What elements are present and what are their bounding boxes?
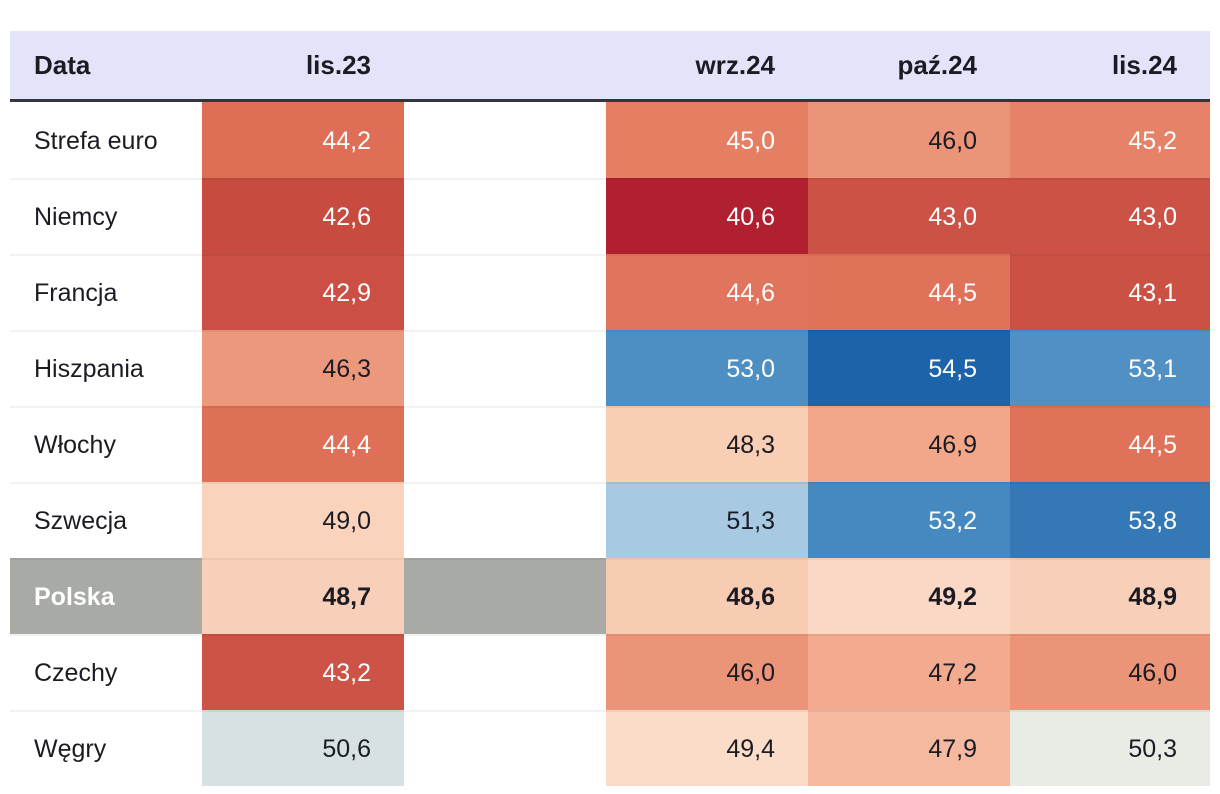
value-cell: 44,5 [1010, 406, 1210, 482]
country-label: Czechy [10, 634, 202, 710]
gap-cell [404, 406, 606, 482]
header-paz24: paź.24 [897, 49, 978, 80]
value-cell: 53,1 [1010, 330, 1210, 406]
value-cell: 50,3 [1010, 710, 1210, 786]
value-cell: 49,4 [606, 710, 808, 786]
table-row: Węgry 50,6 49,4 47,9 50,3 [10, 710, 1210, 786]
header-wrz24: wrz.24 [695, 49, 776, 80]
table-row: Strefa euro 44,2 45,0 46,0 45,2 [10, 102, 1210, 178]
value-cell: 51,3 [606, 482, 808, 558]
gap-cell [404, 710, 606, 786]
value-cell: 43,1 [1010, 254, 1210, 330]
value-cell: 42,6 [202, 178, 404, 254]
value-cell: 42,9 [202, 254, 404, 330]
value-cell: 53,2 [808, 482, 1010, 558]
value-cell: 44,2 [202, 102, 404, 178]
header-gap-spacer [404, 31, 606, 99]
value-cell: 45,0 [606, 102, 808, 178]
value-cell: 43,0 [808, 178, 1010, 254]
value-cell: 50,6 [202, 710, 404, 786]
value-cell: 46,0 [1010, 634, 1210, 710]
country-label: Szwecja [10, 482, 202, 558]
value-cell: 48,7 [202, 558, 404, 634]
value-cell: 46,3 [202, 330, 404, 406]
value-cell: 40,6 [606, 178, 808, 254]
table-row: Polska 48,7 48,6 49,2 48,9 [10, 558, 1210, 634]
gap-cell [404, 102, 606, 178]
value-cell: 48,6 [606, 558, 808, 634]
value-cell: 53,8 [1010, 482, 1210, 558]
country-label: Polska [10, 558, 202, 634]
value-cell: 45,2 [1010, 102, 1210, 178]
table-header-row: Data lis.23 wrz.24 paź.24 lis.24 [10, 31, 1210, 102]
value-cell: 48,9 [1010, 558, 1210, 634]
value-cell: 48,3 [606, 406, 808, 482]
value-cell: 44,6 [606, 254, 808, 330]
gap-cell [404, 254, 606, 330]
value-cell: 43,0 [1010, 178, 1210, 254]
value-cell: 47,2 [808, 634, 1010, 710]
table-row: Czechy 43,2 46,0 47,2 46,0 [10, 634, 1210, 710]
value-cell: 49,0 [202, 482, 404, 558]
country-label: Hiszpania [10, 330, 202, 406]
header-data: Data [34, 49, 91, 80]
country-label: Francja [10, 254, 202, 330]
table-body: Strefa euro 44,2 45,0 46,0 45,2 Niemcy 42,6 40,… [10, 102, 1210, 786]
table-row: Niemcy 42,6 40,6 43,0 43,0 [10, 178, 1210, 254]
header-lis23: lis.23 [305, 49, 371, 80]
country-label: Niemcy [10, 178, 202, 254]
value-cell: 47,9 [808, 710, 1010, 786]
gap-cell [404, 558, 606, 634]
header-lis24: lis.24 [1111, 49, 1177, 80]
table-row: Szwecja 49,0 51,3 53,2 53,8 [10, 482, 1210, 558]
value-cell: 46,0 [606, 634, 808, 710]
pmi-heatmap-table: Data lis.23 wrz.24 paź.24 lis.24 Strefa … [10, 31, 1210, 786]
gap-cell [404, 482, 606, 558]
country-label: Włochy [10, 406, 202, 482]
table-row: Francja 42,9 44,6 44,5 43,1 [10, 254, 1210, 330]
value-cell: 44,5 [808, 254, 1010, 330]
value-cell: 43,2 [202, 634, 404, 710]
value-cell: 49,2 [808, 558, 1010, 634]
country-label: Strefa euro [34, 126, 158, 155]
table-row: Włochy 44,4 48,3 46,9 44,5 [10, 406, 1210, 482]
value-cell: 46,9 [808, 406, 1010, 482]
gap-cell [404, 178, 606, 254]
table-row: Hiszpania 46,3 53,0 54,5 53,1 [10, 330, 1210, 406]
value-cell: 44,4 [202, 406, 404, 482]
country-label: Węgry [10, 710, 202, 786]
value-cell: 53,0 [606, 330, 808, 406]
gap-cell [404, 330, 606, 406]
value-cell: 54,5 [808, 330, 1010, 406]
gap-cell [404, 634, 606, 710]
value-cell: 46,0 [808, 102, 1010, 178]
